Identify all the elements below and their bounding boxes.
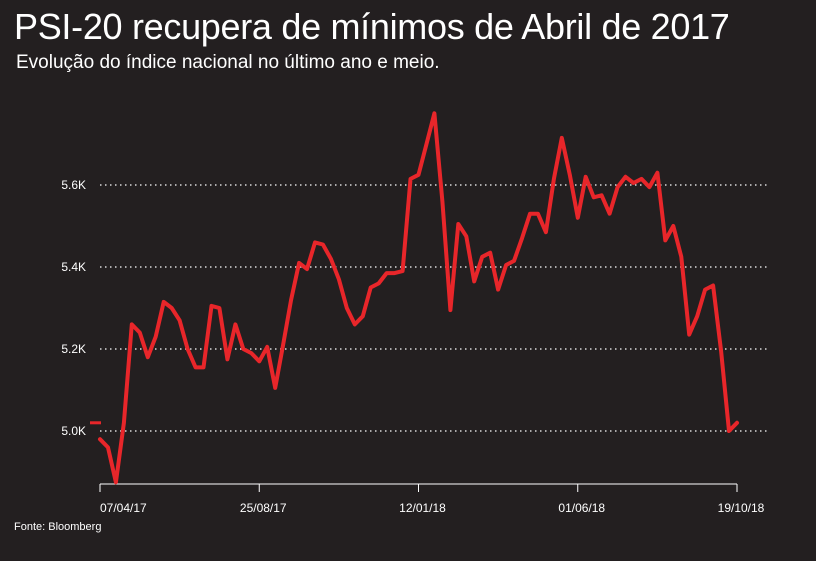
grid-lines <box>100 184 768 432</box>
y-tick-label-1: 5.2K <box>61 342 86 356</box>
series-layer <box>90 111 739 485</box>
y-tick-label-3: 5.6K <box>61 178 86 192</box>
x-tick-label-3: 01/06/18 <box>558 501 605 515</box>
x-tick-label-2: 12/01/18 <box>399 501 446 515</box>
x-tick-label-4: 19/10/18 <box>718 501 765 515</box>
page-subtitle: Evolução do índice nacional no último an… <box>16 52 440 73</box>
x-tick-label-1: 25/08/17 <box>240 501 287 515</box>
series-line-0 <box>98 111 739 485</box>
page-title: PSI-20 recupera de mínimos de Abril de 2… <box>14 6 730 47</box>
y-tick-label-0: 5.0K <box>61 424 86 438</box>
x-tick-label-0: 07/04/17 <box>100 501 147 515</box>
y-tick-label-2: 5.4K <box>61 260 86 274</box>
source-note: Fonte: Bloomberg <box>14 521 102 533</box>
x-axis: 07/04/17 25/08/17 12/01/18 01/06/18 19/10/18 <box>99 483 765 515</box>
y-axis-ticks: 5.0K 5.2K 5.4K 5.6K <box>61 178 86 438</box>
